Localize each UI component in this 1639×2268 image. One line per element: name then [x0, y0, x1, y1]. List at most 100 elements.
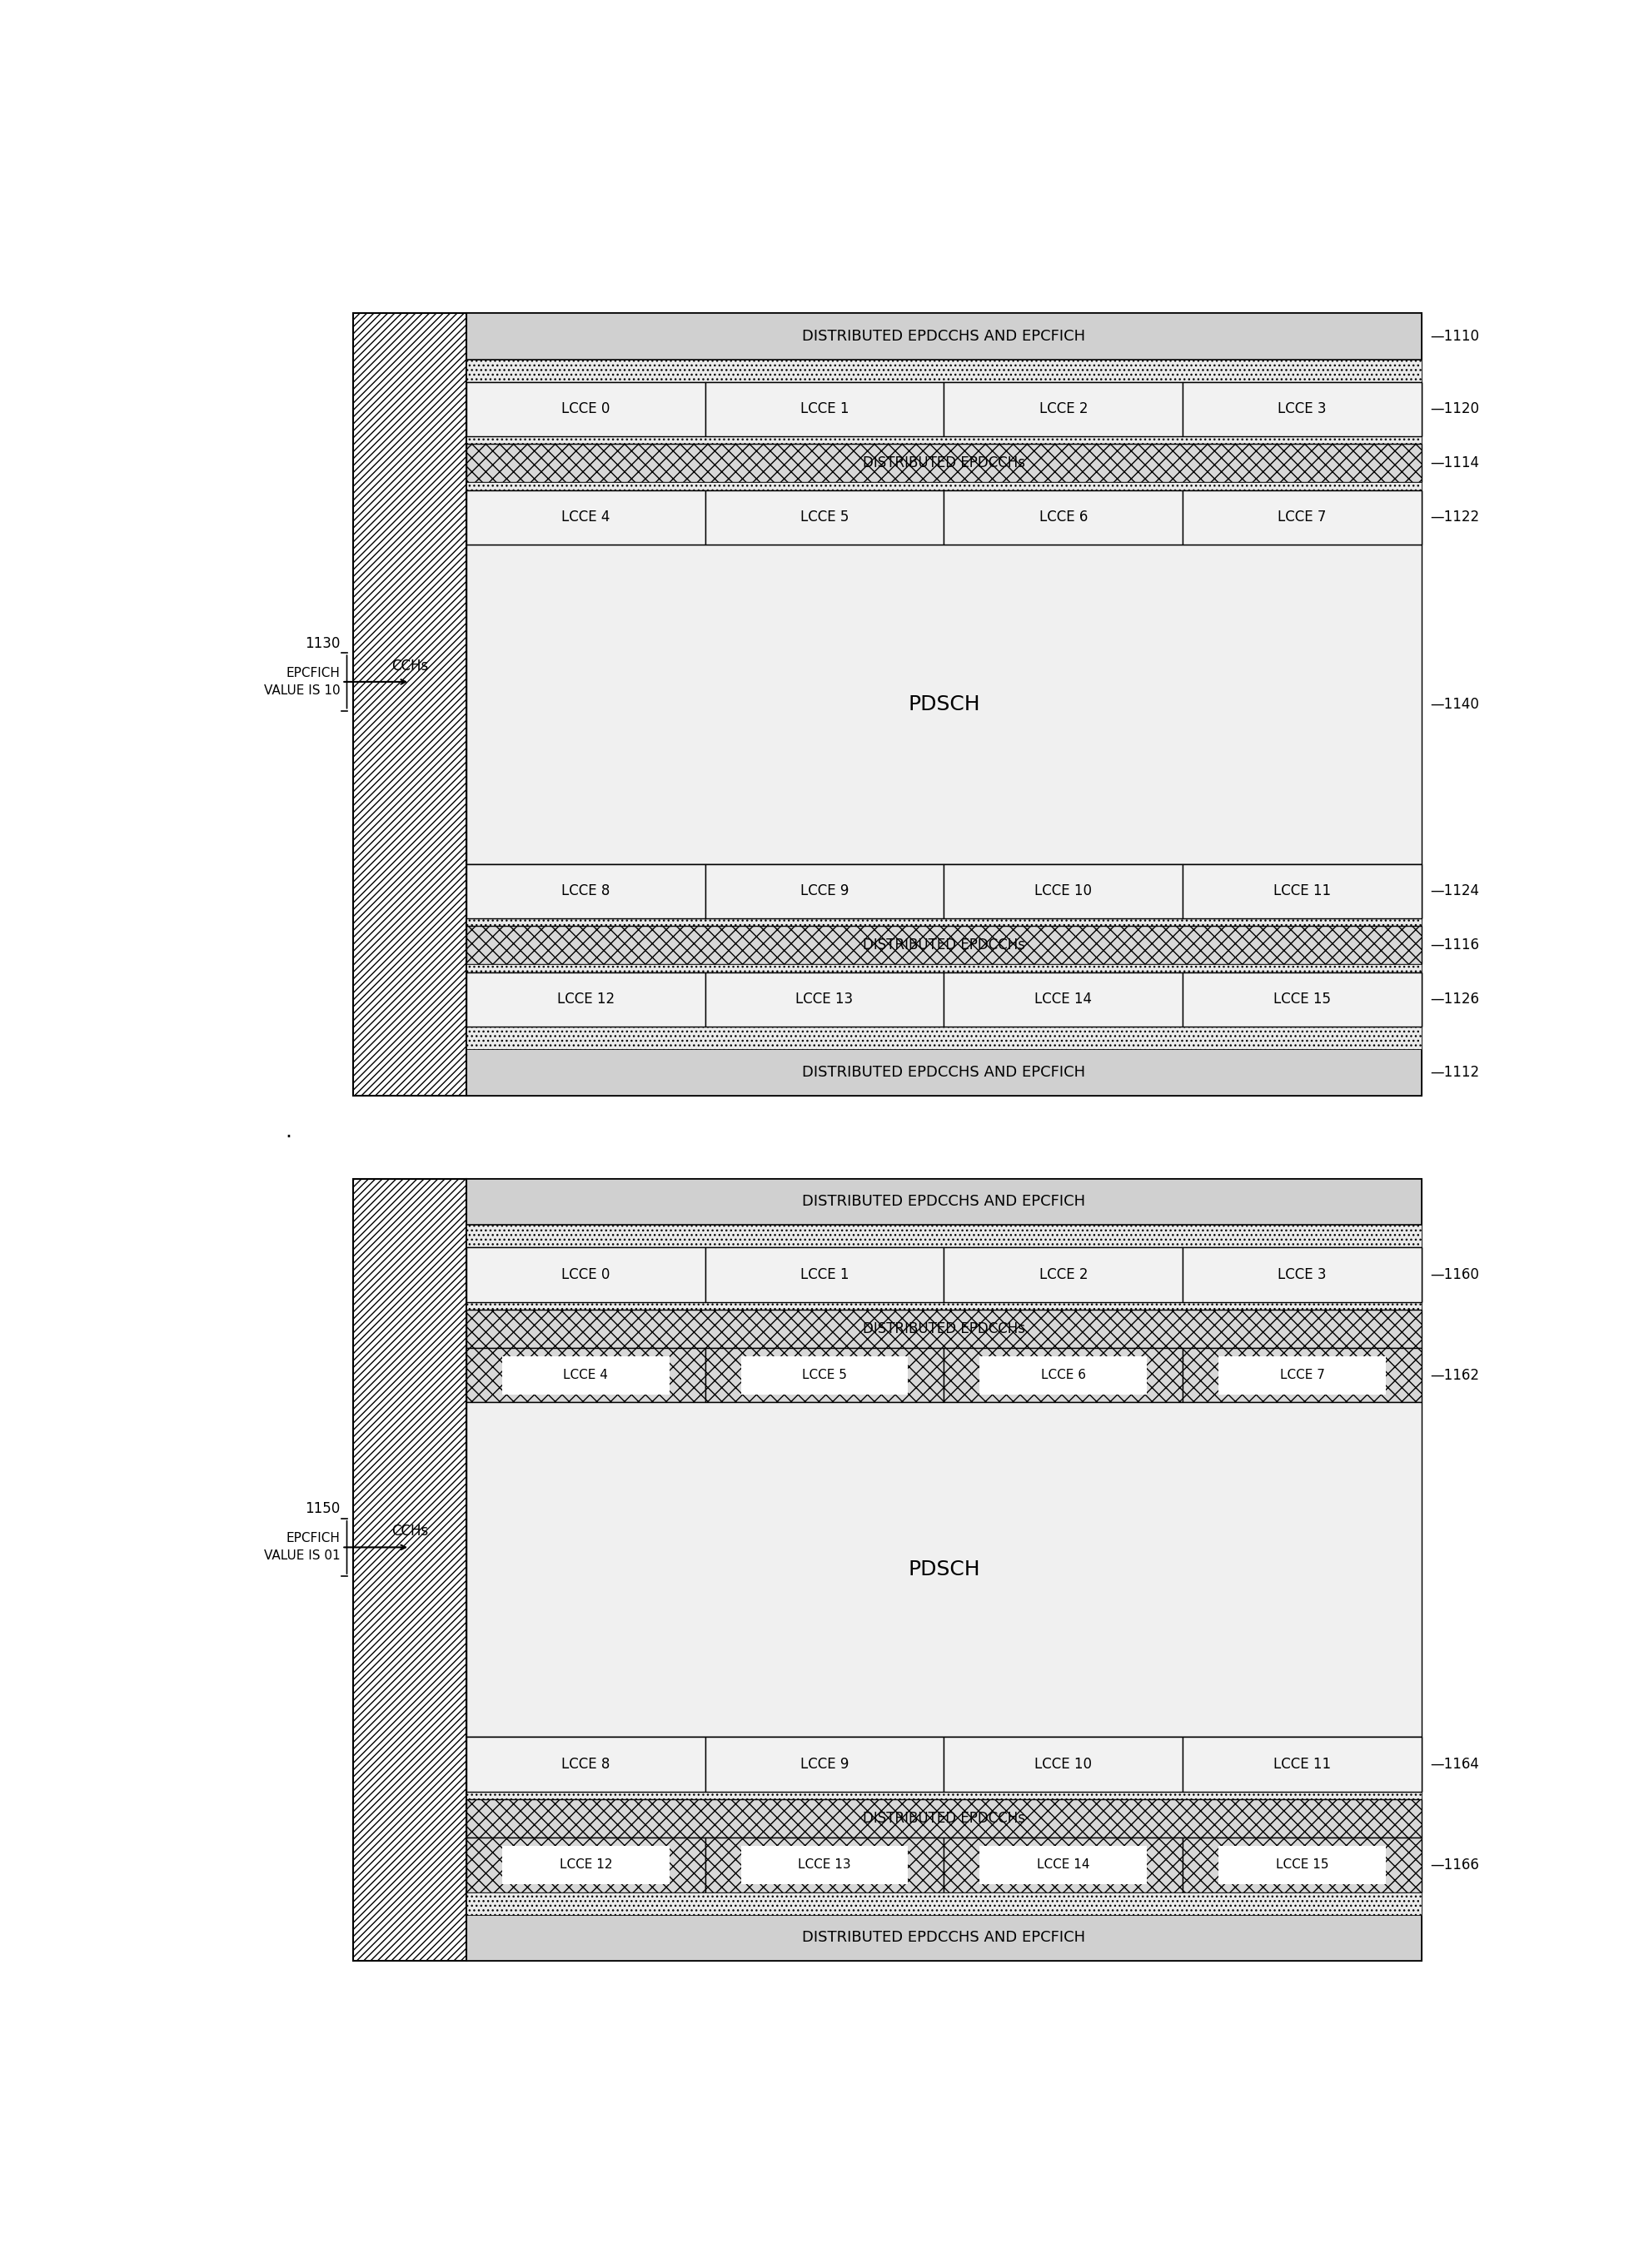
- Bar: [944, 381, 1183, 435]
- Bar: [465, 1737, 705, 1792]
- Bar: [502, 1846, 669, 1885]
- Text: LCCE 2: LCCE 2: [1039, 1268, 1088, 1281]
- Text: DISTRIBUTED EPDCCHS AND EPCFICH: DISTRIBUTED EPDCCHS AND EPCFICH: [801, 329, 1085, 345]
- Bar: [465, 435, 1421, 445]
- Text: LCCE 3: LCCE 3: [1278, 1268, 1326, 1281]
- Text: LCCE 6: LCCE 6: [1039, 510, 1088, 524]
- Text: LCCE 13: LCCE 13: [795, 991, 854, 1007]
- Text: LCCE 14: LCCE 14: [1037, 1860, 1090, 1871]
- Bar: [980, 1356, 1147, 1395]
- Text: —1162: —1162: [1431, 1368, 1480, 1383]
- Text: LCCE 8: LCCE 8: [562, 1758, 610, 1771]
- Text: —1114: —1114: [1431, 456, 1480, 472]
- Text: LCCE 0: LCCE 0: [562, 401, 610, 417]
- Text: PDSCH: PDSCH: [908, 694, 980, 714]
- Bar: [705, 973, 944, 1027]
- Bar: [980, 1846, 1147, 1885]
- Bar: [944, 1837, 1183, 1892]
- Bar: [944, 490, 1183, 544]
- Bar: [705, 864, 944, 919]
- Text: LCCE 8: LCCE 8: [562, 885, 610, 898]
- Text: LCCE 7: LCCE 7: [1280, 1370, 1324, 1381]
- Bar: [354, 1179, 465, 1962]
- Bar: [465, 313, 1421, 1095]
- Bar: [1183, 1347, 1421, 1402]
- Text: 1150: 1150: [305, 1501, 341, 1517]
- Bar: [944, 1247, 1183, 1302]
- Bar: [1183, 973, 1421, 1027]
- Bar: [465, 483, 1421, 490]
- Bar: [741, 1846, 908, 1885]
- Bar: [705, 1347, 944, 1402]
- Text: DISTRIBUTED EPDCCHs: DISTRIBUTED EPDCCHs: [862, 939, 1024, 953]
- Text: —1124: —1124: [1431, 885, 1480, 898]
- Bar: [465, 1837, 705, 1892]
- Bar: [465, 381, 705, 435]
- Bar: [705, 381, 944, 435]
- Bar: [465, 358, 1421, 381]
- Text: LCCE 9: LCCE 9: [800, 885, 849, 898]
- Bar: [465, 313, 1421, 358]
- Text: DISTRIBUTED EPDCCHS AND EPCFICH: DISTRIBUTED EPDCCHS AND EPCFICH: [801, 1930, 1085, 1946]
- Text: EPCFICH
VALUE IS 10: EPCFICH VALUE IS 10: [264, 667, 341, 696]
- Bar: [465, 1179, 1421, 1962]
- Text: PDSCH: PDSCH: [908, 1560, 980, 1581]
- Bar: [465, 1309, 1421, 1347]
- Text: —1112: —1112: [1431, 1064, 1480, 1080]
- Bar: [465, 1247, 705, 1302]
- Bar: [705, 1737, 944, 1792]
- Bar: [1218, 1356, 1385, 1395]
- Bar: [465, 490, 705, 544]
- Bar: [465, 1892, 1421, 1914]
- Bar: [944, 864, 1183, 919]
- Text: CCHs: CCHs: [392, 1524, 428, 1538]
- Bar: [465, 919, 1421, 925]
- Bar: [465, 925, 1421, 964]
- Text: LCCE 2: LCCE 2: [1039, 401, 1088, 417]
- Text: —1140: —1140: [1431, 696, 1480, 712]
- Bar: [705, 490, 944, 544]
- Text: —1164: —1164: [1431, 1758, 1480, 1771]
- Bar: [1183, 1247, 1421, 1302]
- Bar: [465, 1225, 1421, 1247]
- Bar: [465, 1179, 1421, 1225]
- Bar: [465, 1792, 1421, 1799]
- Bar: [465, 1247, 1421, 1302]
- Bar: [465, 1050, 1421, 1095]
- Text: 1130: 1130: [305, 635, 341, 651]
- Bar: [1183, 490, 1421, 544]
- Text: LCCE 7: LCCE 7: [1278, 510, 1326, 524]
- Bar: [705, 1837, 944, 1892]
- Text: —1120: —1120: [1431, 401, 1480, 417]
- Text: LCCE 5: LCCE 5: [801, 1370, 847, 1381]
- Text: LCCE 3: LCCE 3: [1278, 401, 1326, 417]
- Text: LCCE 4: LCCE 4: [562, 510, 610, 524]
- Bar: [465, 1737, 1421, 1792]
- Text: LCCE 15: LCCE 15: [1274, 991, 1331, 1007]
- Text: LCCE 5: LCCE 5: [800, 510, 849, 524]
- Text: DISTRIBUTED EPDCCHS AND EPCFICH: DISTRIBUTED EPDCCHS AND EPCFICH: [801, 1064, 1085, 1080]
- Bar: [1183, 1837, 1421, 1892]
- Bar: [465, 964, 1421, 973]
- Bar: [465, 1347, 705, 1402]
- Bar: [465, 864, 1421, 919]
- Text: EPCFICH
VALUE IS 01: EPCFICH VALUE IS 01: [264, 1533, 341, 1563]
- Text: LCCE 6: LCCE 6: [1041, 1370, 1085, 1381]
- Bar: [1218, 1846, 1385, 1885]
- Bar: [1183, 381, 1421, 435]
- Text: —1110: —1110: [1431, 329, 1480, 345]
- Text: LCCE 10: LCCE 10: [1034, 885, 1092, 898]
- Bar: [705, 1247, 944, 1302]
- Text: LCCE 14: LCCE 14: [1034, 991, 1092, 1007]
- Bar: [944, 973, 1183, 1027]
- Bar: [465, 445, 1421, 483]
- Text: —1122: —1122: [1431, 510, 1480, 524]
- Bar: [465, 1402, 1421, 1737]
- Bar: [465, 1027, 1421, 1050]
- Text: DISTRIBUTED EPDCCHs: DISTRIBUTED EPDCCHs: [862, 1322, 1024, 1336]
- Text: LCCE 9: LCCE 9: [800, 1758, 849, 1771]
- Text: LCCE 13: LCCE 13: [798, 1860, 851, 1871]
- Text: CCHs: CCHs: [392, 658, 428, 674]
- Text: LCCE 12: LCCE 12: [559, 1860, 611, 1871]
- Text: DISTRIBUTED EPDCCHs: DISTRIBUTED EPDCCHs: [862, 1812, 1024, 1826]
